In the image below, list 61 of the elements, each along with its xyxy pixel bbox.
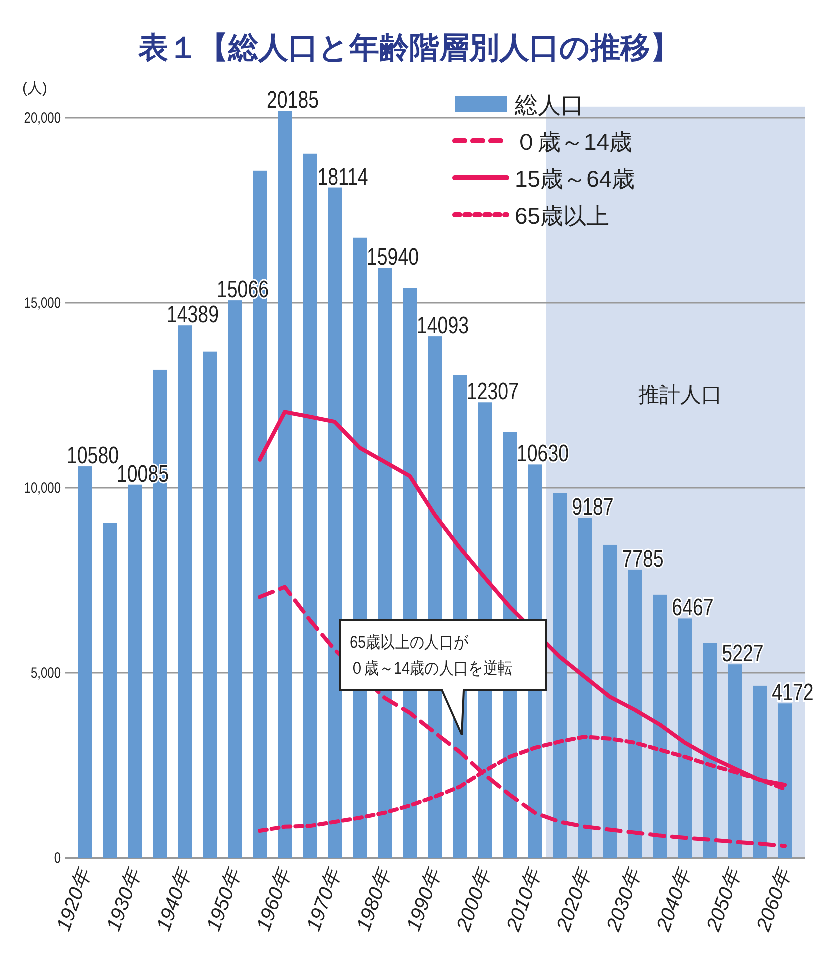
chart-title: 表１【総人口と年齢階層別人口の推移】 xyxy=(138,32,680,65)
data-label: 10580 xyxy=(66,442,120,470)
bar xyxy=(203,352,217,858)
bar xyxy=(178,326,192,858)
data-label: 12307 xyxy=(466,378,520,406)
bar xyxy=(753,686,767,858)
bar xyxy=(553,493,567,858)
data-label: 20185 xyxy=(266,86,320,114)
bar xyxy=(328,188,342,858)
data-label: 7785 xyxy=(622,546,664,573)
bar xyxy=(128,484,142,858)
y-tick-label: 10,000 xyxy=(24,480,62,496)
data-label: 5227 xyxy=(722,640,764,668)
x-tick-label: 2030年 xyxy=(602,864,646,936)
x-tick-label: 1970年 xyxy=(302,864,346,934)
y-tick-label: 15,000 xyxy=(24,294,62,312)
data-label: 14389 xyxy=(166,301,220,328)
x-tick-label: 2040年 xyxy=(652,864,696,936)
legend-label: 15歳～64歳 xyxy=(515,166,636,192)
x-tick-label: 1960年 xyxy=(252,864,296,934)
y-tick-label: 20,000 xyxy=(24,110,62,126)
x-tick-label: 1940年 xyxy=(152,864,196,934)
data-label: 14093 xyxy=(416,312,470,340)
bar xyxy=(578,518,592,858)
x-tick-label: 2010年 xyxy=(502,864,546,936)
data-label: 15940 xyxy=(366,244,420,271)
data-label: 10630 xyxy=(516,440,570,468)
data-label: 4172 xyxy=(772,679,814,706)
data-label: 9187 xyxy=(572,494,614,521)
y-axis-title: (人) xyxy=(22,80,48,97)
legend-label: 総人口 xyxy=(514,92,584,118)
bar xyxy=(728,664,742,858)
x-tick-label: 1930年 xyxy=(102,864,146,934)
x-tick-label: 1920年 xyxy=(52,864,96,934)
x-tick-label: 2060年 xyxy=(752,864,796,936)
band-label: 推計人口 xyxy=(638,384,722,407)
callout: 65歳以上の人口が０歳～14歳の人口を逆転 xyxy=(339,619,547,736)
x-tick-label: 2000年 xyxy=(452,864,496,936)
bar xyxy=(228,300,242,858)
bar xyxy=(628,570,642,858)
annotation: 65歳以上の人口が０歳～14歳の人口を逆転 xyxy=(350,632,513,678)
x-tick-label: 2050年 xyxy=(702,864,746,936)
bar xyxy=(78,466,92,858)
bar xyxy=(103,523,117,858)
legend-label: ０歳～14歳 xyxy=(515,129,633,155)
bar xyxy=(703,643,717,858)
bar xyxy=(778,704,792,858)
bar xyxy=(603,544,617,858)
bar xyxy=(278,111,292,858)
x-tick-label: 1990年 xyxy=(402,864,446,934)
data-label: 18114 xyxy=(318,164,368,190)
x-tick-label: 2020年 xyxy=(552,864,596,936)
bar xyxy=(653,594,667,858)
legend-label: 65歳以上 xyxy=(515,203,610,229)
x-tick-label: 1980年 xyxy=(352,864,396,934)
bar xyxy=(678,618,692,858)
data-label: 6467 xyxy=(672,594,714,622)
x-tick-label: 1950年 xyxy=(202,864,246,934)
bar xyxy=(303,154,317,858)
y-tick-label: 5,000 xyxy=(30,664,62,682)
y-tick-label: 0 xyxy=(54,850,62,866)
